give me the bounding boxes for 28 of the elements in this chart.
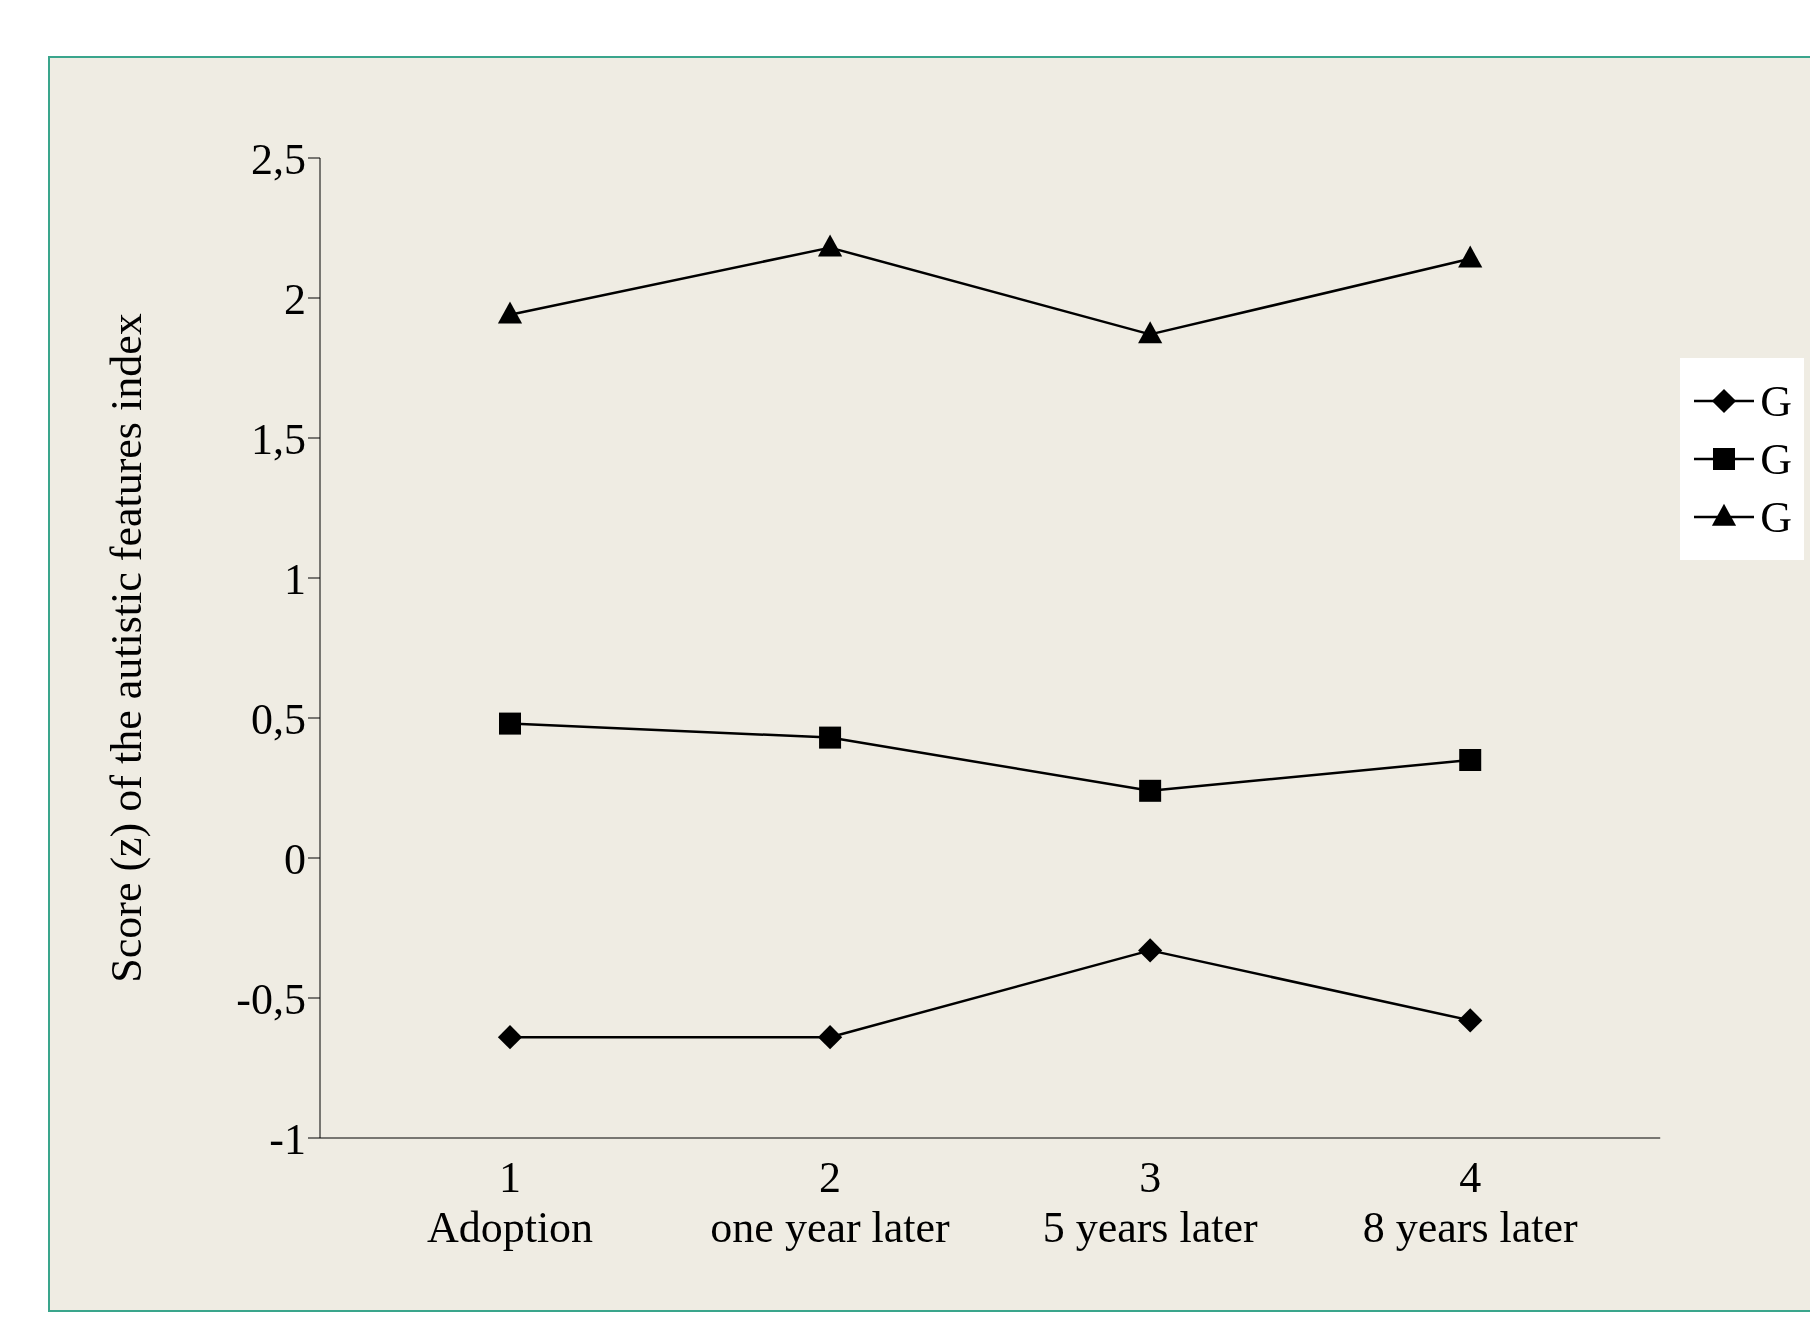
- point: [497, 1025, 523, 1050]
- point: [819, 726, 842, 749]
- y-tick-label: 0: [284, 834, 306, 884]
- y-tick-label: -0,5: [236, 974, 306, 1024]
- y-tick-label: 0,5: [251, 694, 306, 744]
- y-axis-title: Score (z) of the autistic features index: [101, 313, 151, 983]
- point: [817, 234, 843, 257]
- y-tick-label: 1: [284, 554, 306, 604]
- point: [1139, 779, 1162, 802]
- point: [1458, 245, 1483, 268]
- y-tick-label: -1: [269, 1114, 306, 1164]
- x-tick-label: 1 Adoption: [426, 1153, 594, 1252]
- x-tick-label: 3 5 years later: [1042, 1153, 1258, 1252]
- y-tick-label: 1,5: [251, 414, 306, 464]
- point: [497, 301, 523, 324]
- legend-label: G: [1760, 433, 1792, 485]
- point: [499, 712, 521, 735]
- point: [817, 1025, 843, 1050]
- y-tick-label: 2,5: [251, 134, 306, 184]
- legend-label: G: [1760, 375, 1792, 427]
- y-tick-label: 2: [284, 274, 306, 324]
- point: [1138, 938, 1163, 963]
- point: [1459, 749, 1482, 771]
- point: [1138, 321, 1163, 344]
- x-tick-label: 2 one year later: [710, 1153, 951, 1252]
- point: [1458, 1008, 1483, 1033]
- x-tick-label: 4 8 years later: [1362, 1153, 1579, 1252]
- legend-label: G: [1760, 491, 1792, 543]
